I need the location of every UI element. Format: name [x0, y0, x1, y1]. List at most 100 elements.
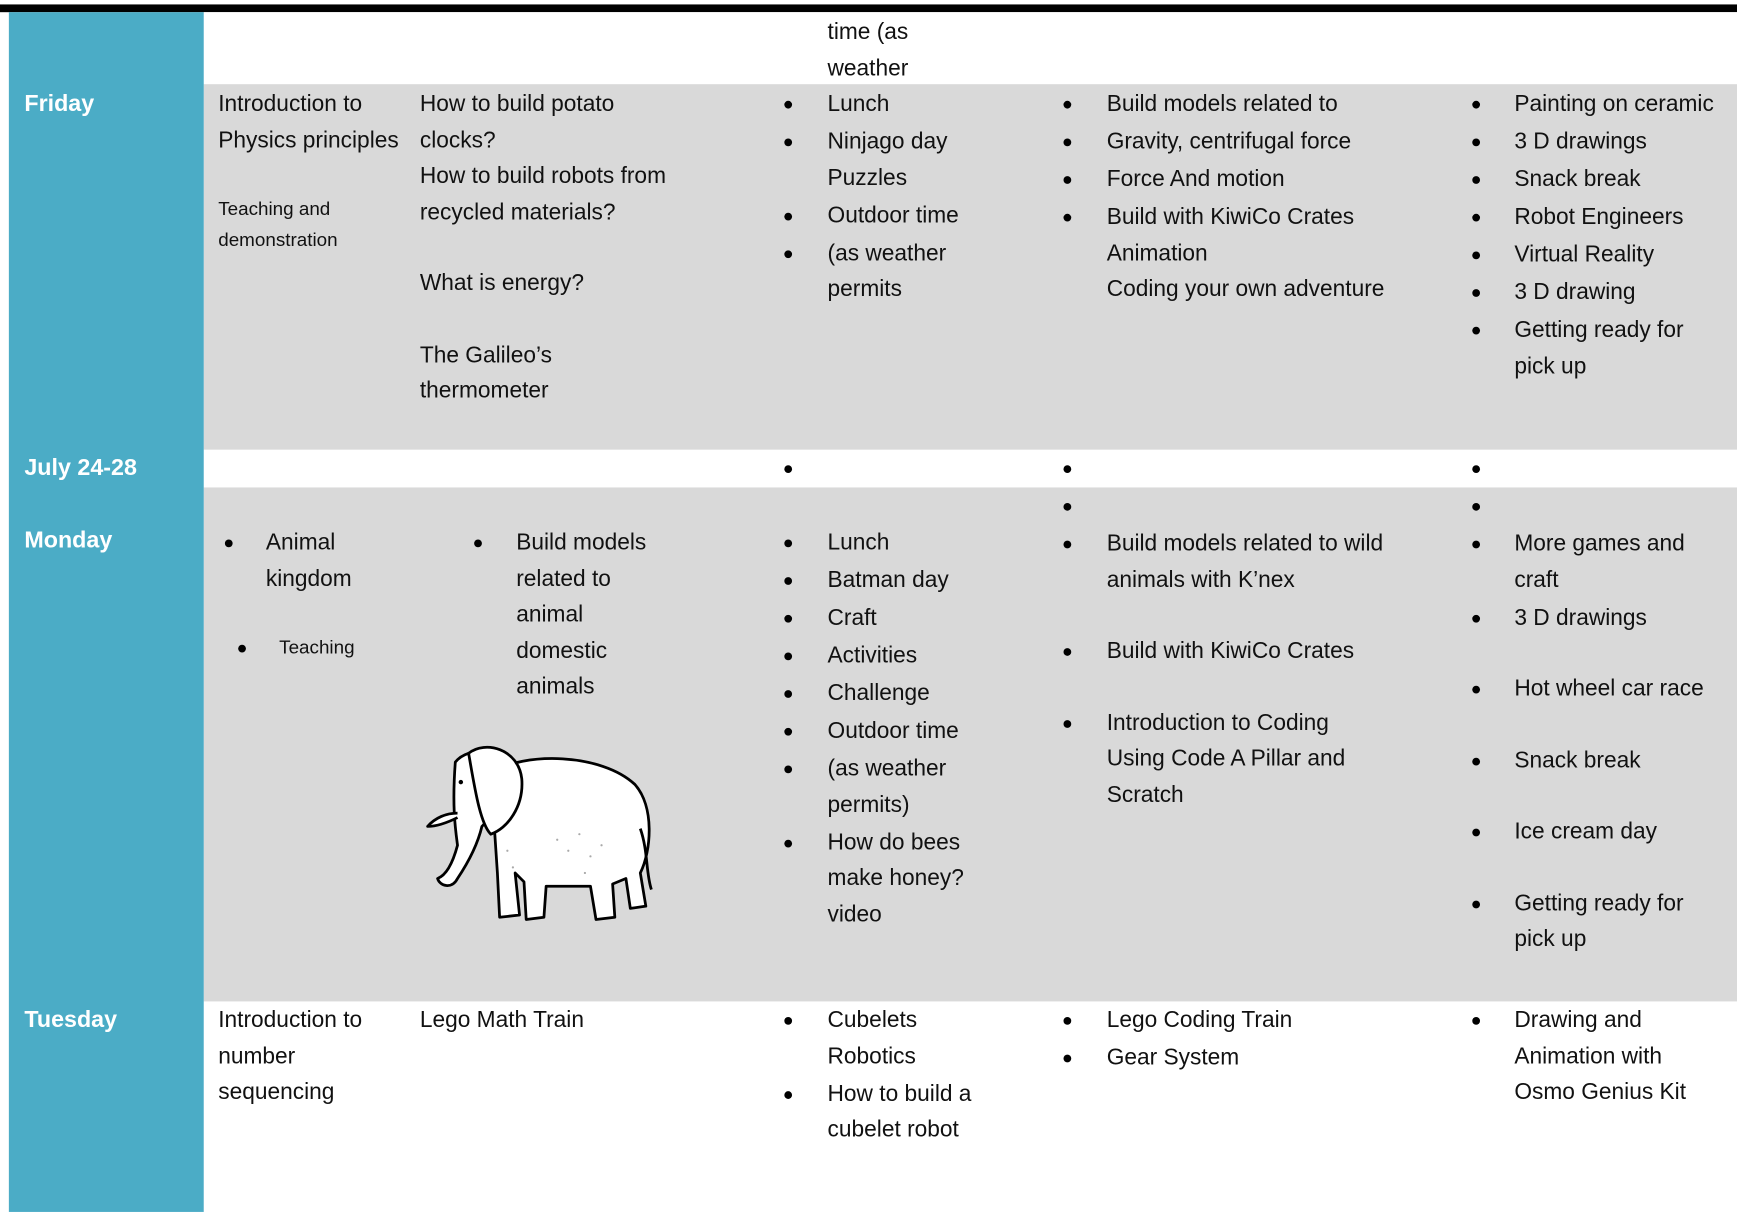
- bullet: [784, 212, 793, 220]
- paragraph-group: Introduction to Physics principles: [0, 86, 1737, 158]
- bullet: [784, 138, 793, 147]
- bullet-item: Activities: [784, 638, 990, 674]
- table-cell: [0, 451, 1737, 487]
- day-label: Friday: [24, 90, 95, 117]
- text-item: time (as: [828, 14, 990, 50]
- bullet: [1472, 100, 1481, 109]
- bullet: [1063, 502, 1072, 511]
- table-cell: How to build potato clocks? How to build …: [0, 86, 1737, 409]
- text-item: Introduction to Physics principles: [218, 86, 404, 158]
- bullet-item: Cubelets Robotics: [784, 1003, 990, 1075]
- item-text: Painting on ceramic: [1514, 90, 1714, 117]
- item-text: Getting ready for pick up: [1514, 890, 1684, 952]
- bullet-item: [1063, 489, 1391, 525]
- bullet: [1063, 648, 1072, 656]
- table-row: [203, 12, 1737, 85]
- table-row: [203, 487, 1737, 1002]
- item-text: (as weather permits: [827, 239, 947, 302]
- paragraph-group: Teaching and demonstration: [0, 194, 1737, 256]
- table-cell: Lego Math Train: [0, 1003, 1737, 1039]
- paragraph-group: Build models related to animal domestic …: [0, 525, 1737, 705]
- item-text: weather: [827, 54, 909, 81]
- table-cell: time (as weather: [0, 14, 1737, 86]
- paragraph-group: [0, 451, 1737, 487]
- item-text: time (as: [827, 18, 909, 45]
- bullet: [1472, 213, 1481, 222]
- paragraph-group: Lego Coding Train Gear System: [0, 1003, 1737, 1077]
- text-item: Animation: [1107, 235, 1391, 271]
- bullet-item: 3 D drawings: [1472, 600, 1728, 636]
- item-text: Introduction to Coding Using Code A Pill…: [1106, 709, 1346, 808]
- item-text: Puzzles: [827, 164, 908, 190]
- bullet-item: Lego Coding Train: [1063, 1003, 1391, 1039]
- item-text: Introduction to Physics principles: [218, 90, 399, 153]
- bullet-item: Outdoor time: [784, 713, 990, 749]
- table-cell: [0, 451, 1737, 487]
- bullet-item: Build models related to animal domestic …: [474, 525, 678, 705]
- table-cell: Introduction to Physics principles Teachi…: [0, 86, 1737, 255]
- bullet-item: 3 D drawing: [1472, 275, 1728, 311]
- day-label: Monday: [24, 527, 113, 553]
- bullet-item: Ice cream day: [1472, 814, 1728, 850]
- paragraph-group: Lego Math Train: [0, 1003, 1737, 1039]
- paragraph-group: Hot wheel car race: [0, 671, 1737, 707]
- item-text: Robot Engineers: [1514, 203, 1684, 230]
- item-text: Force And motion: [1106, 166, 1285, 192]
- bullet-item: Getting ready for pick up: [1472, 886, 1728, 958]
- bullet: [1472, 289, 1481, 297]
- table-row: [203, 1001, 1737, 1212]
- paragraph-group: Build models related to Gravity, centrifu…: [0, 86, 1737, 307]
- table-cell: Introduction to number sequencing: [0, 1003, 1737, 1111]
- bullet-item: [1063, 451, 1391, 487]
- item-text: Outdoor time: [827, 717, 959, 744]
- bullet: [784, 614, 793, 623]
- table-cell: Painting on ceramic 3 D drawings Snack bre…: [0, 86, 1737, 384]
- paragraph-group: Build models related to wild animals wit…: [0, 489, 1737, 599]
- bullet-item: How to build a cubelet robot: [784, 1076, 990, 1148]
- table-row: [203, 449, 1737, 488]
- bullet-item: More games and craft: [1472, 526, 1728, 598]
- paragraph-group: How to build potato clocks? How to build …: [0, 86, 1737, 230]
- paragraph-group: Ice cream day: [0, 814, 1737, 850]
- bullet-item: Ninjago day: [784, 124, 990, 160]
- text-item: What is energy?: [420, 266, 678, 302]
- bullet: [1472, 900, 1481, 908]
- item-text: 3 D drawing: [1514, 279, 1636, 305]
- bullet: [1063, 1016, 1072, 1025]
- bullet: [784, 465, 793, 474]
- table-row: [203, 84, 1737, 450]
- bullet-item: Build models related to wild animals wit…: [1063, 526, 1391, 598]
- item-text: Build with KiwiCo Crates: [1106, 638, 1355, 664]
- paragraph-group: Lunch Batman day Craft Activities Challenge O…: [0, 525, 1737, 933]
- item-text: Build models related to: [1106, 90, 1338, 117]
- bullet-item: [784, 451, 990, 487]
- bullet: [784, 249, 793, 258]
- bullet: [1063, 1054, 1072, 1063]
- table-cell: Animal kingdom Teaching: [0, 525, 1737, 668]
- day-label: Tuesday: [24, 1006, 118, 1033]
- bullet: [784, 727, 793, 736]
- bullet: [784, 652, 793, 661]
- paragraph-group: Getting ready for pick up: [0, 886, 1737, 958]
- paragraph-group: What is energy?: [0, 266, 1737, 302]
- paragraph-group: Build with KiwiCo Crates: [0, 634, 1737, 670]
- bullet: [1472, 176, 1481, 184]
- bullet-item: Craft: [784, 600, 990, 636]
- bullet-item: Build with KiwiCo Crates: [1063, 199, 1391, 235]
- bullet-item: Lunch: [784, 525, 990, 561]
- bullet-item: Gravity, centrifugal force: [1063, 124, 1391, 160]
- item-text: Coding your own adventure: [1106, 275, 1385, 302]
- text-item: Introduction to number sequencing: [218, 1003, 404, 1111]
- item-text: Cubelets Robotics: [827, 1006, 918, 1069]
- bullet-item: Hot wheel car race: [1472, 671, 1728, 707]
- bullet: [474, 539, 482, 548]
- item-text: (as weather permits): [827, 755, 947, 818]
- bullet: [1472, 251, 1481, 260]
- item-text: Batman day: [827, 567, 949, 593]
- item-text: Gear System: [1106, 1044, 1240, 1071]
- bullet-item: [1472, 451, 1728, 487]
- item-text: Lego Coding Train: [1106, 1006, 1293, 1033]
- text-item: How to build robots from recycled materi…: [420, 158, 678, 230]
- item-text: How do bees make honey?: [827, 829, 964, 891]
